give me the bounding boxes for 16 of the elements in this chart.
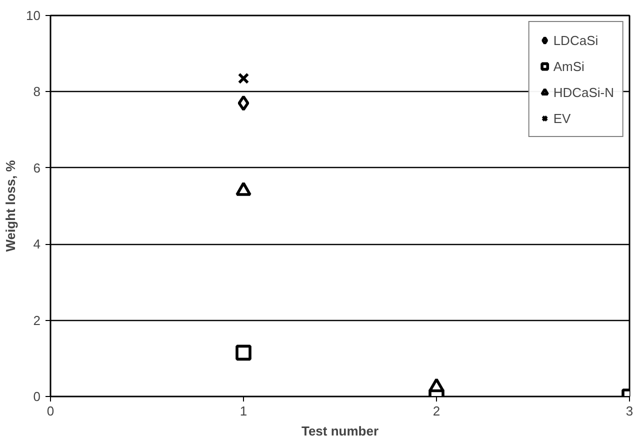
x-tick-label: 0 — [46, 404, 54, 418]
y-tick-label: 6 — [33, 160, 41, 176]
legend-label: AmSi — [553, 58, 584, 74]
y-tick-label: 0 — [33, 389, 41, 404]
x-tick-label: 2 — [432, 404, 440, 418]
y-tick-label: 10 — [26, 8, 41, 23]
y-tick-label: 8 — [33, 84, 41, 100]
x-tick-label: 1 — [240, 404, 248, 418]
y-axis-title: Weight loss, % — [3, 160, 18, 252]
x-axis-title: Test number — [301, 424, 379, 438]
y-tick-label: 4 — [33, 236, 41, 252]
y-tick-label: 2 — [33, 312, 41, 328]
legend-label: EV — [553, 110, 572, 126]
x-tick-label: 3 — [626, 404, 634, 418]
legend-label: HDCaSi-N — [553, 84, 614, 100]
legend-label: LDCaSi — [553, 32, 598, 48]
